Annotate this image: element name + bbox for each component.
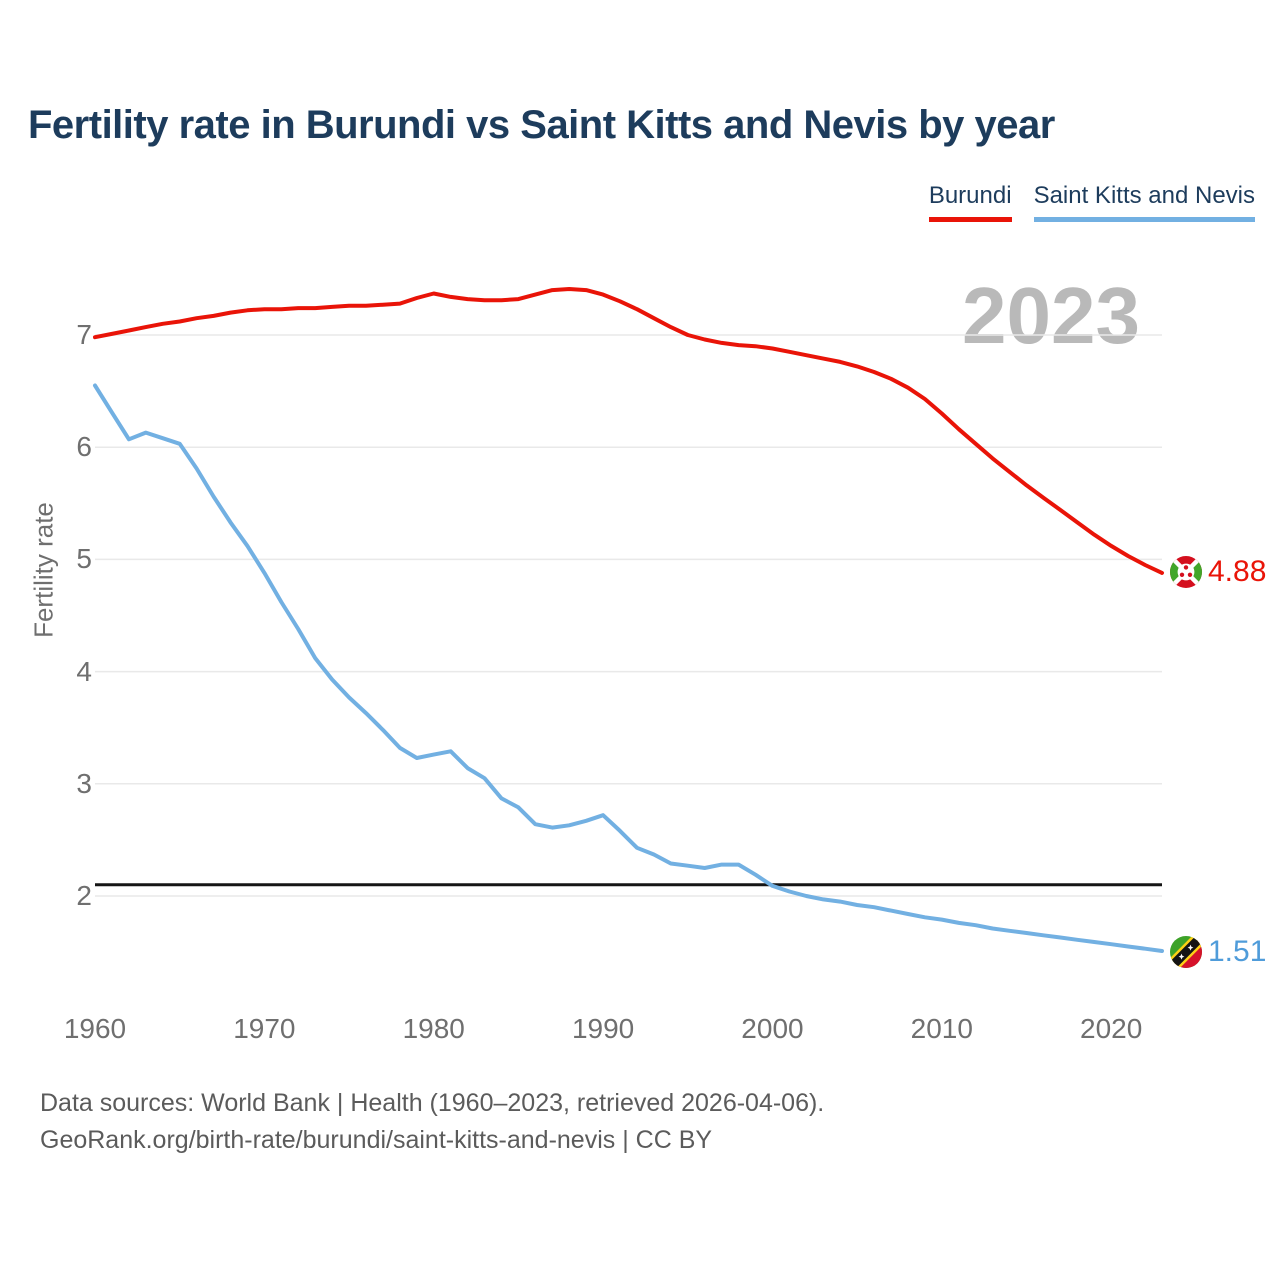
footer-data-sources: Data sources: World Bank | Health (1960–… xyxy=(40,1089,825,1117)
y-tick-label-7: 7 xyxy=(76,319,92,350)
burundi-end-value-label: 4.88 xyxy=(1208,555,1267,588)
legend-item-burundi[interactable]: Burundi xyxy=(928,182,1012,222)
y-tick-label-4: 4 xyxy=(76,655,92,687)
page-title: Fertility rate in Burundi vs Saint Kitts… xyxy=(28,103,1055,147)
legend-item-saint-kitts-and-nevis[interactable]: Saint Kitts and Nevis xyxy=(1033,182,1255,222)
saint-kitts-nevis-end-value-label: 1.51 xyxy=(1208,935,1267,968)
x-tick-label-2020: 2020 xyxy=(1080,1013,1143,1044)
series-line-burundi[interactable] xyxy=(93,287,1164,575)
y-tick-label-2: 2 xyxy=(76,880,92,911)
saint-kitts-nevis-flag-icon xyxy=(1170,936,1202,968)
x-tick-label-1960: 1960 xyxy=(63,1013,127,1044)
footer: Data sources: World Bank | Health (1960–… xyxy=(40,1085,824,1159)
x-tick-label-2010: 2010 xyxy=(910,1013,973,1044)
x-tick-label-1980: 1980 xyxy=(402,1013,465,1044)
y-tick-label-3: 3 xyxy=(76,767,92,799)
x-tick-label-1970: 1970 xyxy=(233,1013,296,1044)
burundi-flag-icon xyxy=(1170,556,1202,588)
y-tick-label-6: 6 xyxy=(76,431,92,463)
x-tick-label-1990: 1990 xyxy=(571,1013,635,1044)
y-tick-label-5: 5 xyxy=(76,543,92,575)
x-tick-label-2000: 2000 xyxy=(741,1013,804,1044)
footer-attribution: GeoRank.org/birth-rate/burundi/saint-kit… xyxy=(40,1126,713,1154)
legend: Burundi Saint Kitts and Nevis xyxy=(928,182,1255,222)
year-watermark: 2023 xyxy=(962,271,1140,360)
series-line-saint-kitts-and-nevis[interactable] xyxy=(93,383,1164,953)
